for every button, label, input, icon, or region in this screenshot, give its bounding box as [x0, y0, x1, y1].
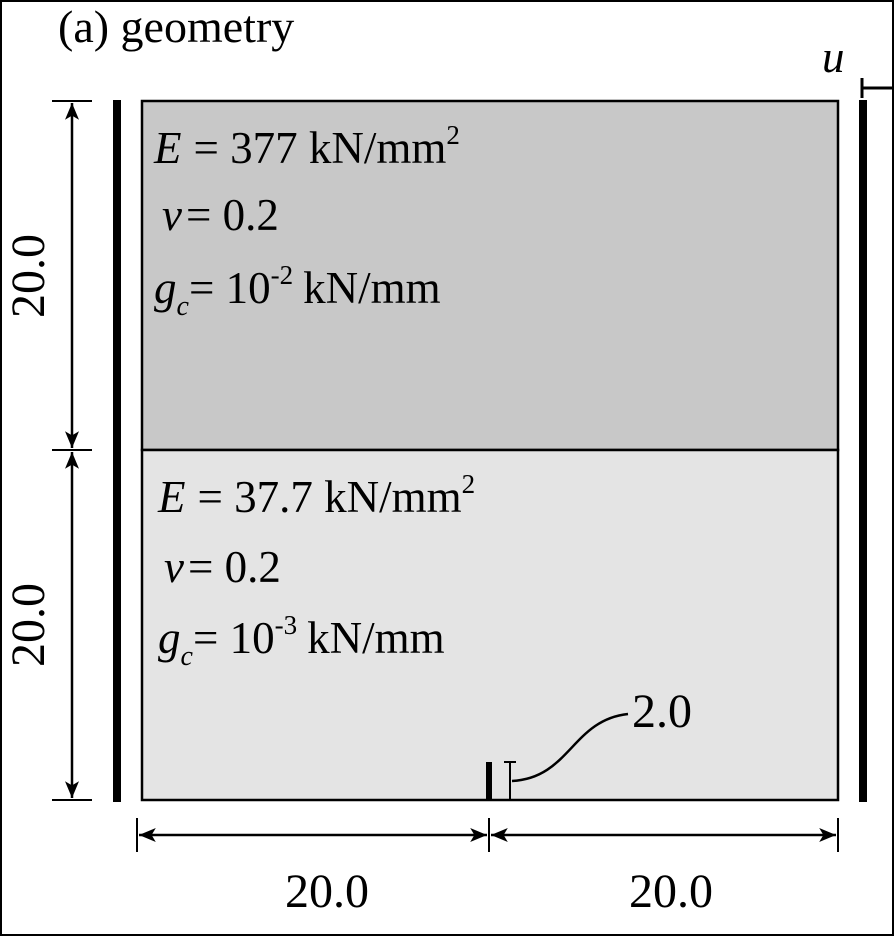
lower-layer [140, 448, 840, 802]
figure-title: (a) geometry [58, 1, 294, 52]
upper-layer [140, 99, 840, 452]
upper-gc-line: gc= 10-2 kN/mm [154, 260, 441, 322]
upper-layer-properties: E = 377 kN/mm2 ν= 0.2 gc= 10-2 kN/mm [153, 120, 460, 322]
lower-height-label: 20.0 [2, 583, 55, 667]
notch-length-label: 2.0 [632, 685, 692, 738]
right-width-label: 20.0 [629, 865, 713, 918]
lower-E-line: E = 37.7 kN/mm2 [157, 469, 475, 522]
lower-layer-properties: E = 37.7 kN/mm2 ν= 0.2 gc= 10-3 kN/mm [157, 469, 475, 672]
upper-height-label: 20.0 [2, 234, 55, 318]
load-label: u [822, 32, 845, 82]
upper-nu-line: ν= 0.2 [162, 190, 279, 240]
left-width-label: 20.0 [285, 865, 369, 918]
lower-gc-line: gc= 10-3 kN/mm [158, 610, 445, 672]
horizontal-dimensions [136, 818, 839, 852]
vertical-dimensions [52, 100, 92, 801]
lower-nu-line: ν= 0.2 [164, 542, 281, 592]
notch-dimension [504, 712, 629, 801]
notch-leader-line [511, 712, 629, 783]
upper-E-line: E = 377 kN/mm2 [153, 120, 460, 173]
